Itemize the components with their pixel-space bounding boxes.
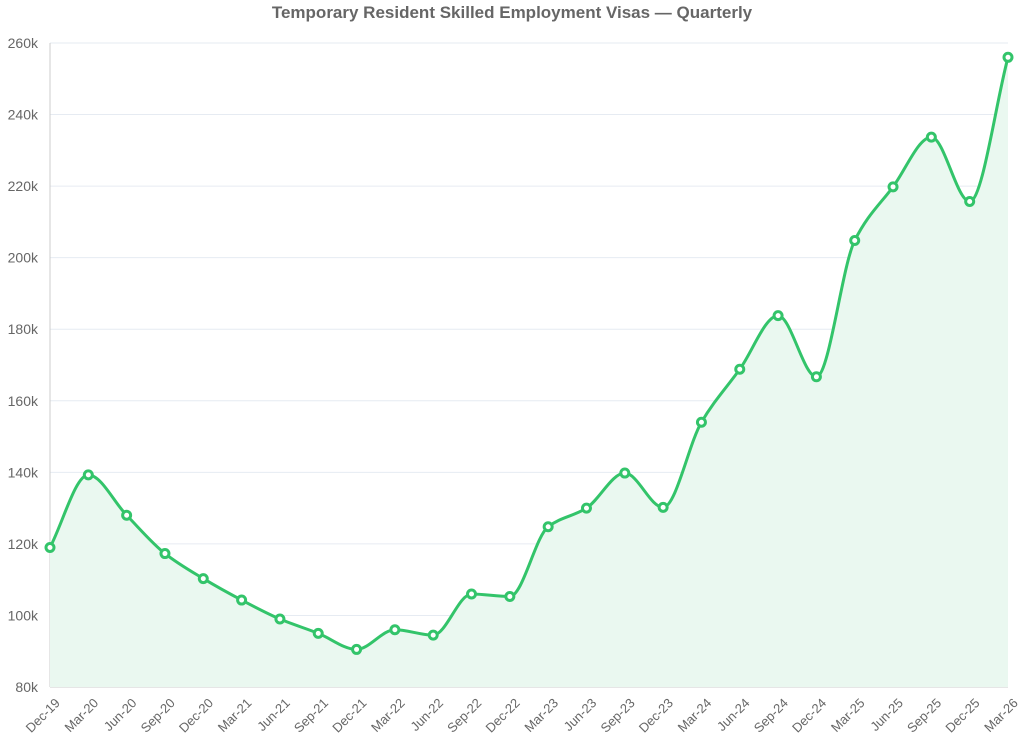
x-tick-label: Sep-23 <box>597 695 637 735</box>
area-layer <box>50 57 1008 688</box>
x-tick-label: Mar-20 <box>61 695 101 735</box>
x-tick-label: Mar-21 <box>215 695 255 735</box>
y-tick-label: 120k <box>8 536 39 552</box>
x-tick-label: Sep-21 <box>291 695 331 735</box>
y-tick-label: 200k <box>8 250 39 266</box>
x-tick-label: Jun-21 <box>254 695 293 734</box>
y-tick-label: 140k <box>8 464 39 480</box>
data-point[interactable] <box>772 310 784 322</box>
series-line <box>48 56 1010 651</box>
x-tick-label: Mar-26 <box>981 695 1021 735</box>
data-point[interactable] <box>849 234 861 246</box>
data-point[interactable] <box>580 502 592 514</box>
y-tick-label: 160k <box>8 393 39 409</box>
data-point[interactable] <box>964 195 976 207</box>
data-point[interactable] <box>427 629 439 641</box>
x-tick-label: Dec-22 <box>482 695 522 735</box>
y-tick-label: 100k <box>8 607 39 623</box>
data-point[interactable] <box>810 371 822 383</box>
line-layer <box>48 56 1010 651</box>
x-tick-label: Jun-24 <box>714 695 753 734</box>
data-point[interactable] <box>159 548 171 560</box>
x-tick-label: Sep-25 <box>904 695 944 735</box>
data-point[interactable] <box>542 521 554 533</box>
data-point[interactable] <box>274 613 286 625</box>
x-tick-label: Dec-20 <box>176 695 216 735</box>
x-tick-label: Dec-21 <box>329 695 369 735</box>
x-tick-label: Dec-24 <box>789 695 829 735</box>
y-tick-label: 180k <box>8 321 39 337</box>
data-point[interactable] <box>44 541 56 553</box>
data-point[interactable] <box>1002 51 1014 63</box>
chart-title: Temporary Resident Skilled Employment Vi… <box>272 3 753 22</box>
x-tick-label: Jun-23 <box>561 695 600 734</box>
data-point[interactable] <box>197 573 209 585</box>
y-tick-label: 240k <box>8 107 39 123</box>
y-axis: 80k 100k 120k 140k 160k 180k 200k 220k 240k 260k <box>8 35 39 695</box>
x-tick-label: Sep-20 <box>138 695 178 735</box>
data-point[interactable] <box>351 643 363 655</box>
y-tick-label: 220k <box>8 178 39 194</box>
data-point[interactable] <box>236 594 248 606</box>
y-tick-label: 80k <box>15 679 39 695</box>
x-tick-label: Mar-22 <box>368 695 408 735</box>
y-tick-label: 260k <box>8 35 39 51</box>
x-tick-label: Mar-23 <box>521 695 561 735</box>
x-tick-label: Sep-24 <box>751 695 791 735</box>
area-fill <box>50 57 1008 688</box>
point-layer <box>44 51 1014 655</box>
x-tick-label: Sep-22 <box>444 695 484 735</box>
data-point[interactable] <box>466 588 478 600</box>
data-point[interactable] <box>695 416 707 428</box>
data-point[interactable] <box>504 590 516 602</box>
x-tick-label: Mar-25 <box>828 695 868 735</box>
x-tick-label: Mar-24 <box>675 695 715 735</box>
data-point[interactable] <box>389 624 401 636</box>
data-point[interactable] <box>121 509 133 521</box>
x-tick-label: Jun-22 <box>407 695 446 734</box>
x-tick-label: Jun-25 <box>867 695 906 734</box>
data-point[interactable] <box>82 469 94 481</box>
x-tick-label: Dec-19 <box>23 695 63 735</box>
data-point[interactable] <box>734 363 746 375</box>
x-tick-label: Dec-23 <box>636 695 676 735</box>
x-tick-label: Dec-25 <box>942 695 982 735</box>
data-point[interactable] <box>312 627 324 639</box>
x-tick-label: Jun-20 <box>101 695 140 734</box>
data-point[interactable] <box>887 181 899 193</box>
data-point[interactable] <box>657 501 669 513</box>
data-point[interactable] <box>619 467 631 479</box>
data-point[interactable] <box>925 131 937 143</box>
